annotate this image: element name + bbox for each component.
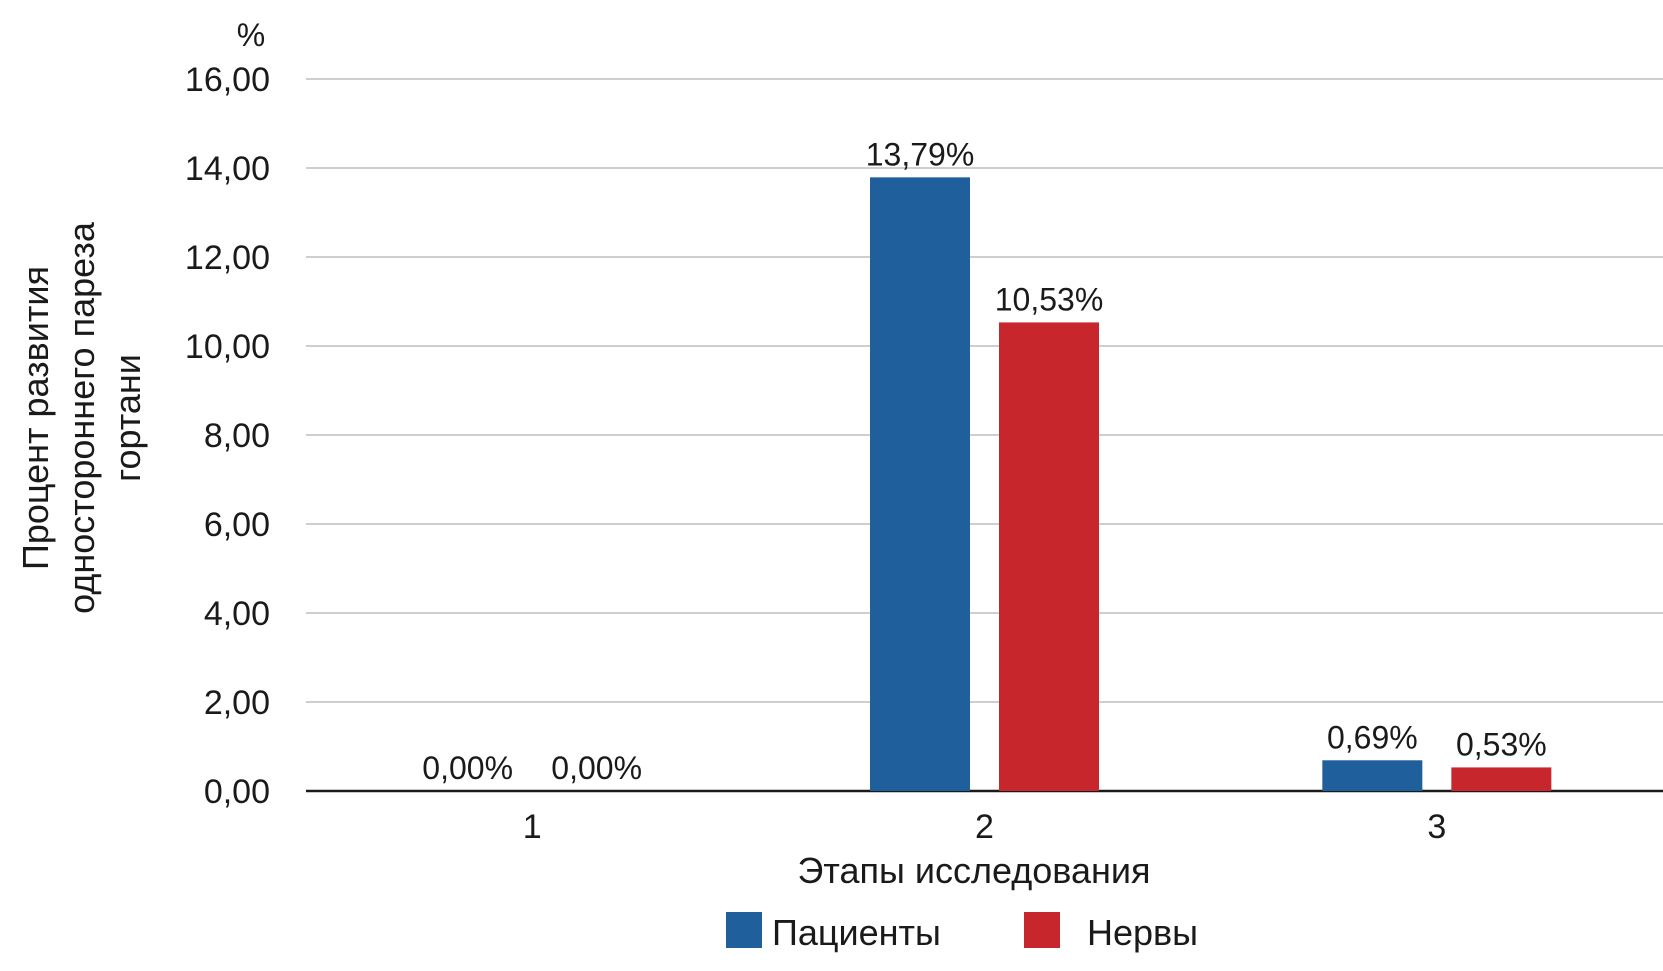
y-tick-label: 6,00 — [204, 506, 270, 544]
data-label: 10,53% — [995, 281, 1104, 317]
bar-patients-2 — [870, 177, 970, 792]
y-axis-title-line-2: одностороннего пареза — [61, 221, 102, 614]
y-tick-label: 16,00 — [185, 61, 270, 99]
x-tick-label: 3 — [1427, 808, 1446, 846]
data-label: 0,53% — [1456, 726, 1547, 762]
grid-layer: 0,00 2,00 4,00 6,00 8,00 10,00 12,00 14,00 16,00 — [185, 61, 1663, 811]
bar-patients-3 — [1322, 760, 1423, 791]
bar-nerves-2 — [999, 322, 1099, 791]
label-layer: 10,00% 0,00%213,79%10,53%30,69% 0,53% — [422, 136, 1546, 846]
data-label: 0,69% — [1327, 719, 1418, 755]
y-tick-label: 14,00 — [185, 150, 270, 188]
x-tick-label: 1 — [523, 808, 542, 846]
y-tick-label: 2,00 — [204, 684, 270, 722]
legend-swatch-patients — [726, 912, 762, 948]
y-tick-label: 12,00 — [185, 239, 270, 277]
y-axis-title-line-1: Процент развития — [15, 266, 56, 570]
y-tick-label: 4,00 — [204, 595, 270, 633]
data-label: 13,79% — [866, 136, 975, 172]
data-label: 0,00% — [551, 750, 642, 786]
y-tick-label: 10,00 — [185, 328, 270, 366]
y-axis-title: Процент развития одностороннего пареза г… — [15, 221, 148, 614]
y-axis-unit: % — [237, 17, 265, 53]
legend: Пациенты Нервы — [726, 912, 1198, 953]
bar-layer — [870, 177, 1552, 792]
data-label: 0,00% — [422, 750, 513, 786]
y-tick-label: 8,00 — [204, 417, 270, 455]
x-tick-label: 2 — [975, 808, 994, 846]
legend-label-patients: Пациенты — [772, 912, 941, 953]
bar-nerves-3 — [1451, 767, 1552, 791]
legend-label-nerves: Нервы — [1087, 912, 1198, 953]
x-axis-title: Этапы исследования — [798, 850, 1151, 891]
y-axis-title-line-3: гортани — [107, 354, 148, 482]
y-tick-label: 0,00 — [204, 773, 270, 811]
legend-swatch-nerves — [1024, 912, 1060, 948]
